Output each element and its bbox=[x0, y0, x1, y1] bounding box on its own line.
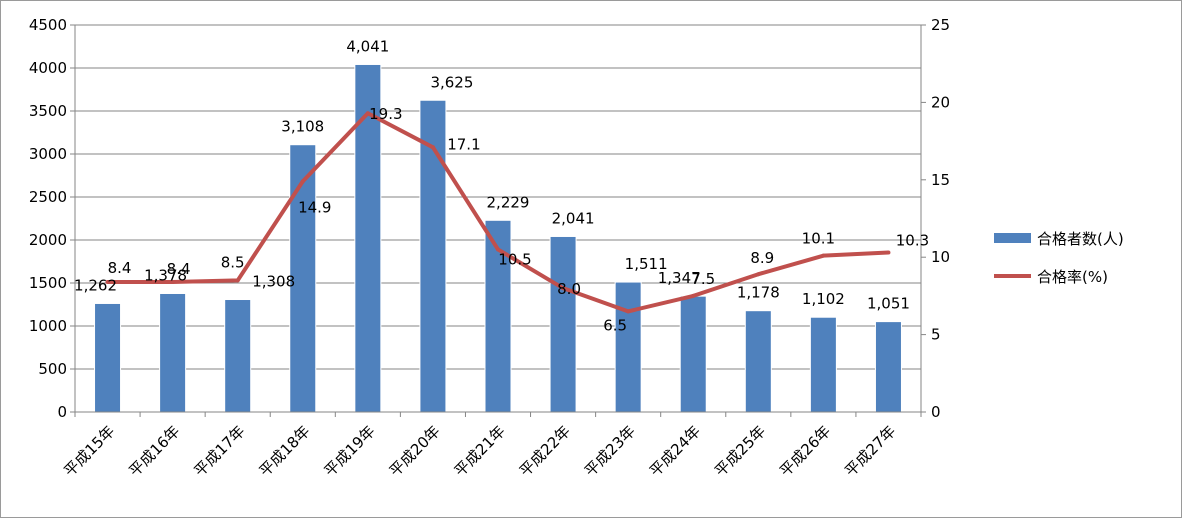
x-axis-tick-label: 平成24年 bbox=[646, 422, 704, 480]
left-axis-tick-label: 0 bbox=[57, 403, 67, 421]
rate-point bbox=[886, 250, 891, 255]
bar-data-label: 3,108 bbox=[281, 118, 324, 136]
rate-point bbox=[626, 309, 631, 314]
rate-point bbox=[300, 179, 305, 184]
bar-data-label: 1,378 bbox=[144, 266, 187, 284]
x-axis-tick-label: 平成15年 bbox=[60, 422, 118, 480]
right-axis-tick-label: 25 bbox=[931, 16, 950, 34]
bar-data-label: 2,229 bbox=[487, 193, 530, 211]
x-axis-tick-label: 平成19年 bbox=[321, 422, 379, 480]
rate-data-label: 10.3 bbox=[896, 232, 929, 250]
right-axis-tick-label: 20 bbox=[931, 93, 950, 111]
rate-data-label: 7.5 bbox=[691, 270, 715, 288]
bar-series bbox=[94, 63, 902, 413]
x-axis-tick-label: 平成16年 bbox=[125, 422, 183, 480]
x-axis-tick-label: 平成22年 bbox=[516, 422, 574, 480]
rate-point bbox=[170, 279, 175, 284]
data-labels: 1,262 1,378 1,308 3,108 4,041 3,625 2,229 2,041… bbox=[74, 37, 929, 334]
rate-data-label: 8.0 bbox=[557, 280, 581, 298]
bar-data-label: 3,625 bbox=[430, 73, 473, 91]
rate-data-label: 10.5 bbox=[498, 250, 531, 268]
bar-data-label: 1,178 bbox=[737, 284, 780, 302]
legend-label-line: 合格率(%) bbox=[1037, 268, 1108, 286]
right-axis-tick-label: 0 bbox=[931, 403, 941, 421]
rate-point bbox=[561, 286, 566, 291]
bar-data-label: 4,041 bbox=[346, 37, 389, 55]
rate-data-label: 6.5 bbox=[603, 316, 627, 334]
bar bbox=[549, 235, 577, 413]
left-axis-tick-label: 4000 bbox=[29, 59, 67, 77]
rate-data-label: 10.1 bbox=[802, 230, 835, 248]
legend-label-bar: 合格者数(人) bbox=[1037, 230, 1124, 248]
left-axis-tick-label: 1000 bbox=[29, 317, 67, 335]
rate-point bbox=[365, 111, 370, 116]
left-axis-tick-label: 3000 bbox=[29, 145, 67, 163]
left-axis-tick-label: 500 bbox=[38, 360, 67, 378]
legend: 合格者数(人) 合格率(%) bbox=[994, 230, 1124, 286]
bar-data-label: 1,511 bbox=[625, 255, 668, 273]
x-axis-tick-label: 平成26年 bbox=[776, 422, 834, 480]
line-series bbox=[105, 111, 891, 314]
left-axis-tick-label: 3500 bbox=[29, 102, 67, 120]
rate-data-label: 8.5 bbox=[221, 253, 245, 271]
x-axis-tick-label: 平成23年 bbox=[581, 422, 639, 480]
rate-data-label: 8.9 bbox=[750, 249, 774, 267]
x-axis-tick-label: 平成27年 bbox=[841, 422, 899, 480]
bar bbox=[614, 281, 642, 413]
rate-point bbox=[496, 247, 500, 252]
rate-point bbox=[105, 279, 110, 284]
x-axis-tick-label: 平成25年 bbox=[711, 422, 769, 480]
rate-data-label: 19.3 bbox=[369, 105, 402, 123]
left-axis-tick-label: 1500 bbox=[29, 274, 67, 292]
left-axis-tick-label: 2500 bbox=[29, 188, 67, 206]
x-axis-tick-label: 平成18年 bbox=[256, 422, 314, 480]
left-axis-tick-label: 2000 bbox=[29, 231, 67, 249]
bar-data-label: 1,347 bbox=[658, 269, 701, 287]
bar bbox=[94, 302, 122, 413]
rate-point bbox=[821, 253, 826, 258]
legend-swatch-bar bbox=[994, 233, 1031, 243]
rate-data-label: 8.4 bbox=[167, 260, 191, 278]
rate-data-label: 8.4 bbox=[108, 259, 132, 277]
left-axis-tick-label: 4500 bbox=[29, 16, 67, 34]
x-axis-tick-label: 平成20年 bbox=[386, 422, 444, 480]
right-axis-tick-label: 10 bbox=[931, 248, 950, 266]
bar-data-label: 1,051 bbox=[867, 295, 910, 313]
bar bbox=[809, 316, 837, 413]
rate-data-label: 14.9 bbox=[298, 198, 331, 216]
bar bbox=[744, 310, 772, 413]
bar bbox=[159, 292, 187, 413]
x-axis-tick-label: 平成17年 bbox=[190, 422, 248, 480]
bar-data-label: 1,262 bbox=[74, 276, 117, 294]
rate-point bbox=[430, 145, 435, 150]
bar-data-label: 1,102 bbox=[802, 290, 845, 308]
bar-data-label: 1,308 bbox=[252, 273, 295, 291]
bar bbox=[874, 321, 902, 413]
rate-data-label: 17.1 bbox=[447, 135, 480, 153]
right-axis-tick-label: 5 bbox=[931, 326, 941, 344]
right-axis-tick-label: 15 bbox=[931, 171, 950, 189]
rate-point bbox=[235, 278, 240, 283]
bar bbox=[224, 299, 252, 413]
bar-data-label: 2,041 bbox=[552, 209, 595, 227]
rate-point bbox=[691, 293, 696, 298]
gridlines bbox=[75, 24, 921, 370]
rate-point bbox=[756, 272, 761, 277]
x-axis-tick-label: 平成21年 bbox=[451, 422, 509, 480]
bar bbox=[289, 144, 317, 413]
bar bbox=[679, 295, 707, 413]
